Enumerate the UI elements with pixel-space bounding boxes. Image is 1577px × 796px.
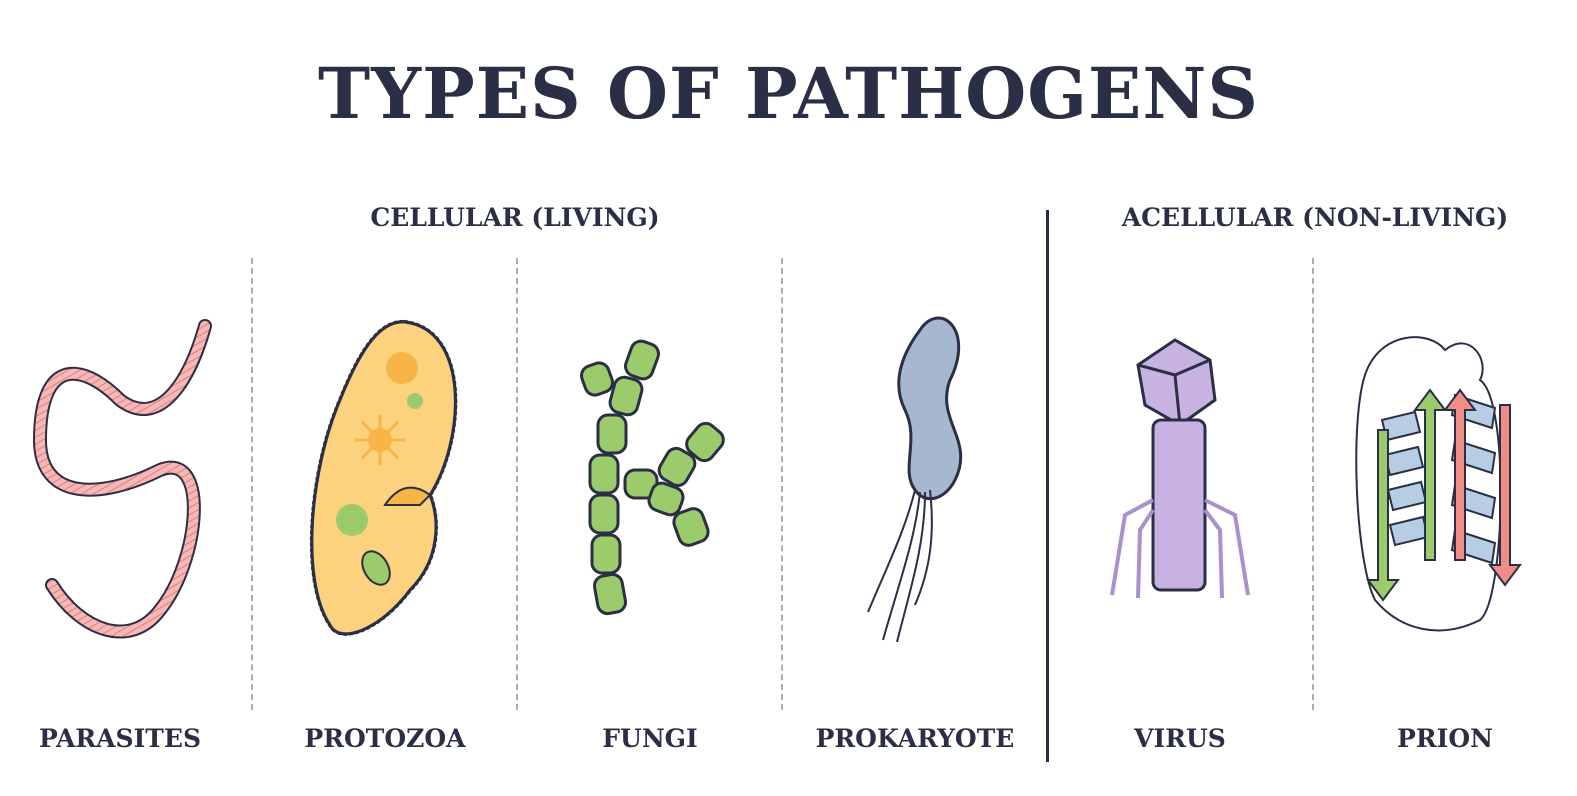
item-label-parasites: PARASITES xyxy=(38,724,201,753)
item-label-virus: VIRUS xyxy=(1134,724,1226,753)
worm-icon xyxy=(32,319,212,639)
group-label-acellular: ACELLULAR (NON-LIVING) xyxy=(1121,203,1509,232)
divider-dashed xyxy=(516,258,518,710)
item-label-prokaryote: PROKARYOTE xyxy=(815,724,1015,753)
divider-dashed xyxy=(251,258,253,710)
bacteriophage-icon xyxy=(1110,338,1250,599)
divider-dashed xyxy=(781,258,783,710)
group-label-cellular: CELLULAR (LIVING) xyxy=(370,203,660,232)
item-label-protozoa: PROTOZOA xyxy=(304,724,466,753)
misfolded-protein-icon xyxy=(1355,336,1522,632)
item-label-prion: PRION xyxy=(1397,724,1493,753)
divider-dashed xyxy=(1312,258,1314,710)
hyphae-icon xyxy=(580,339,725,616)
item-label-fungi: FUNGI xyxy=(602,724,698,753)
page-title: TYPES OF PATHOGENS xyxy=(318,52,1259,135)
divider-cellular-acellular xyxy=(1046,210,1049,762)
bacterium-icon xyxy=(867,316,963,643)
paramecium-icon xyxy=(309,319,458,636)
